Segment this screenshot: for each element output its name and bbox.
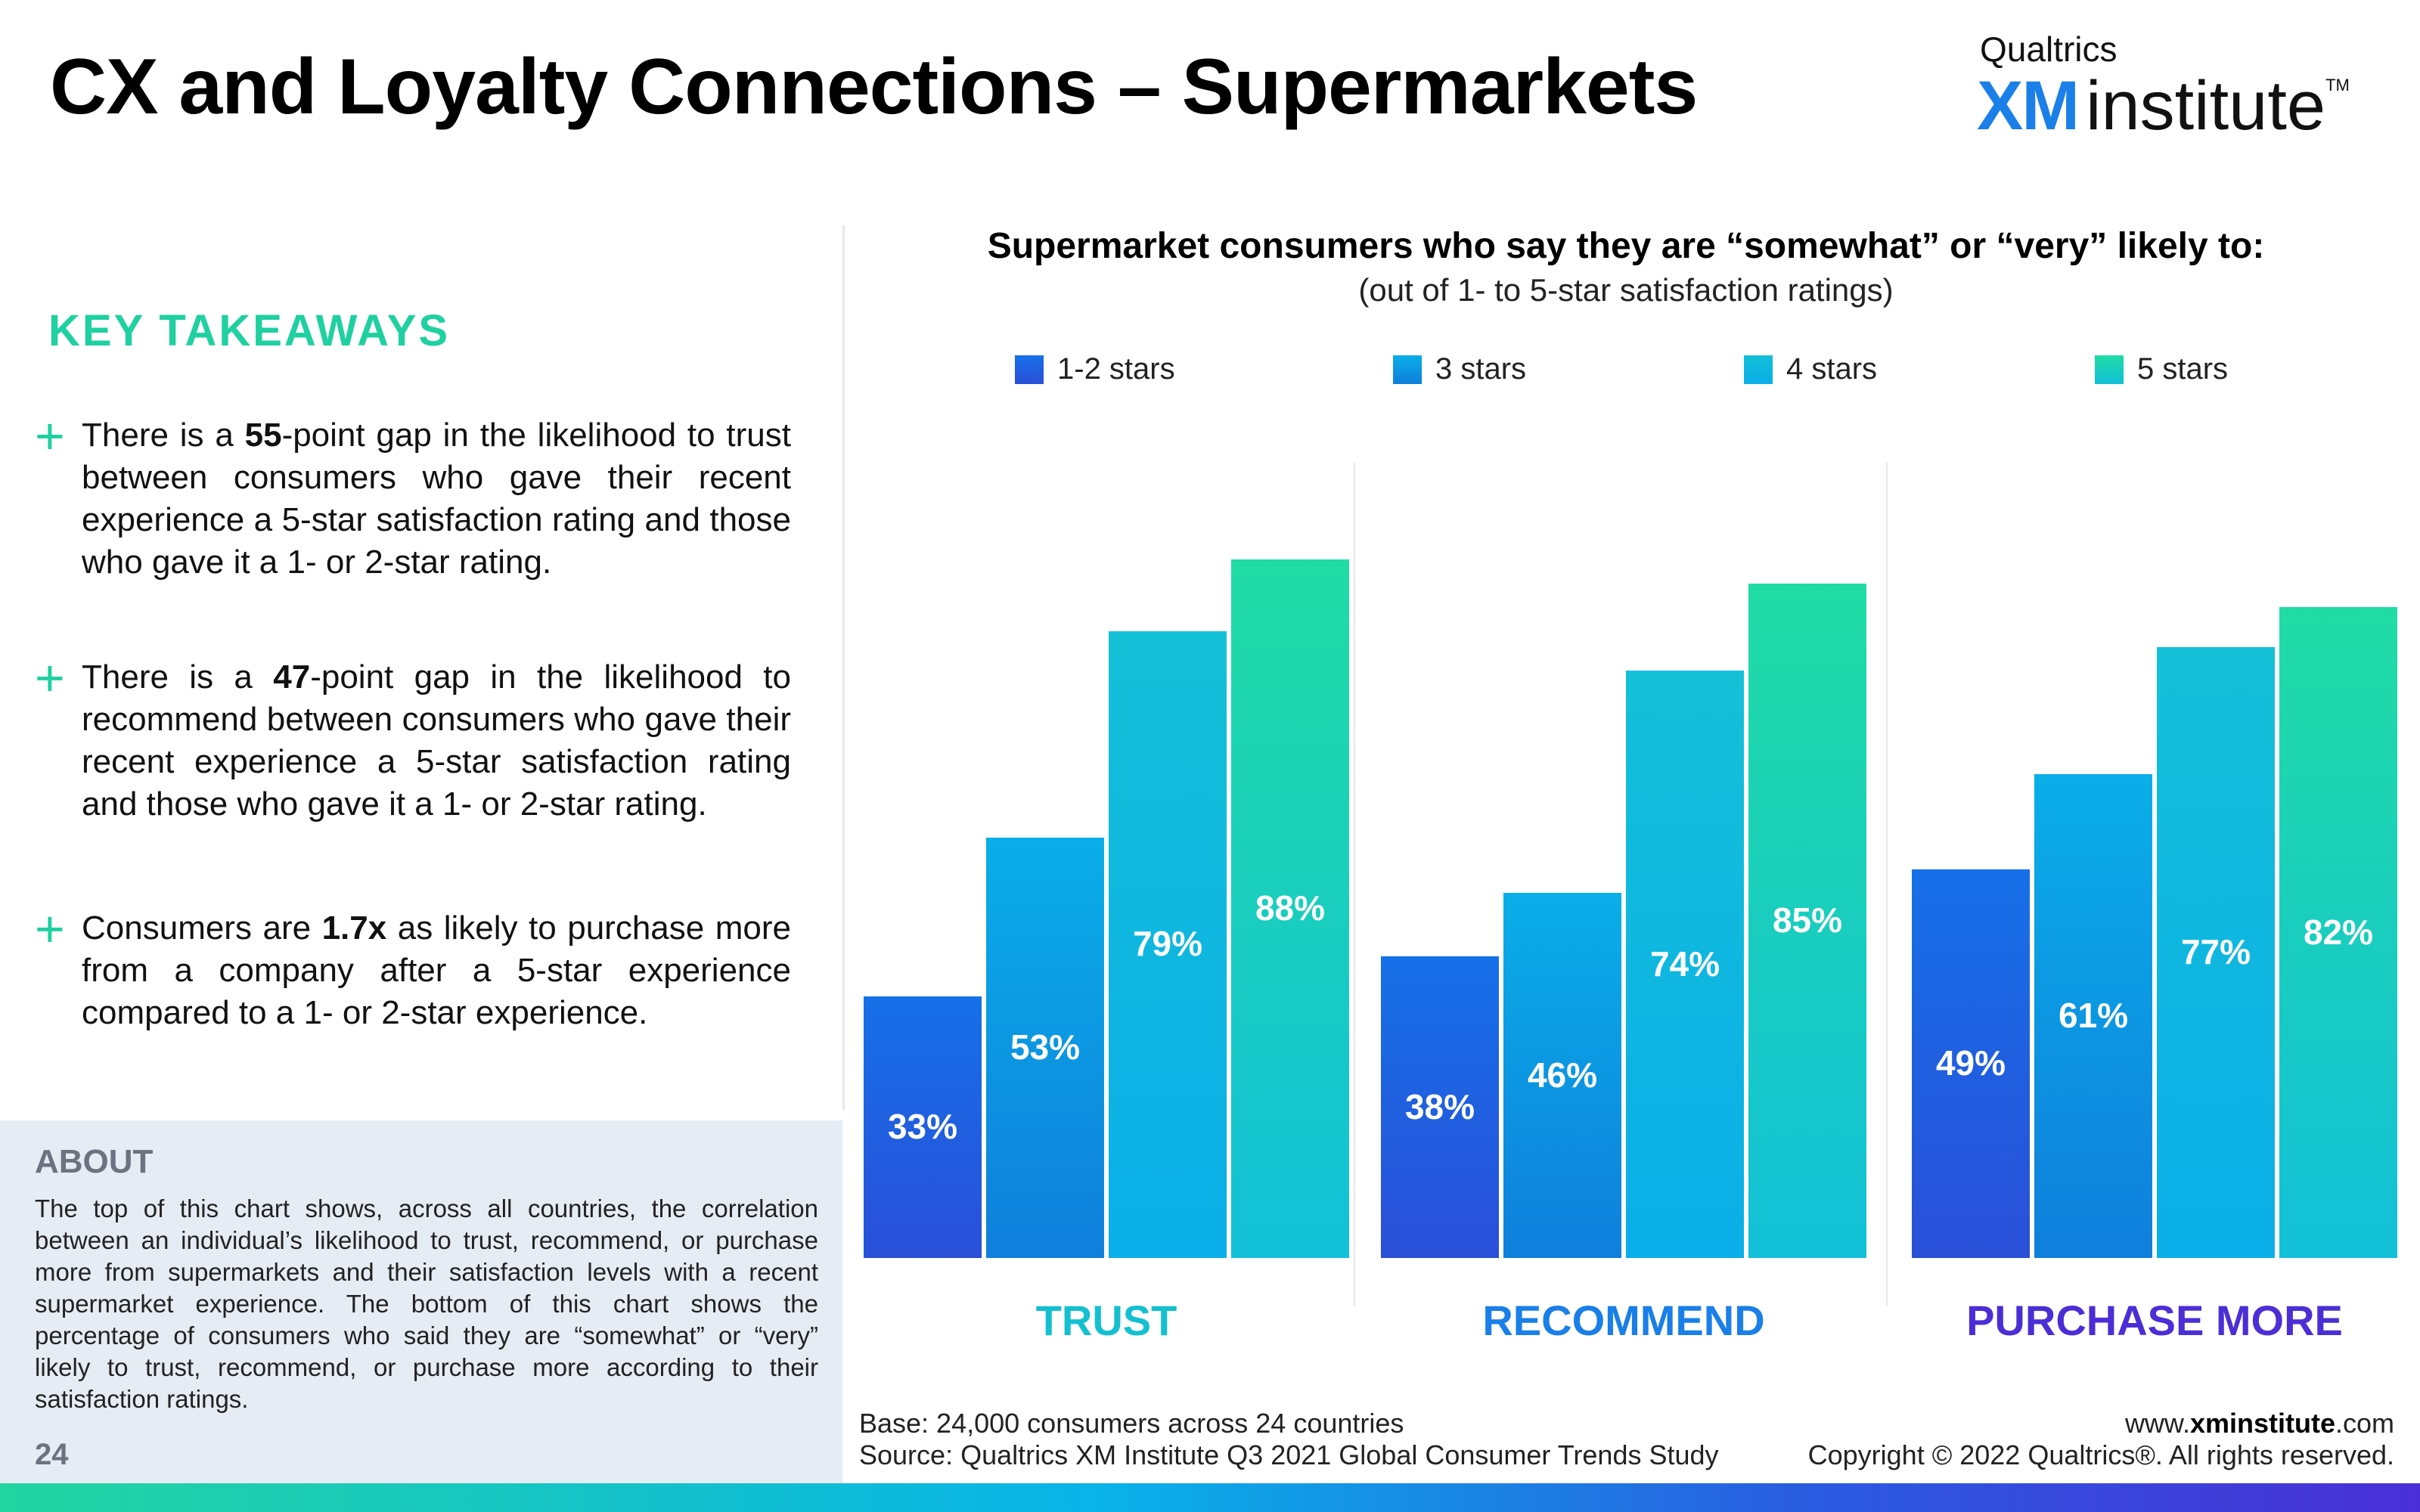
group-divider bbox=[1354, 463, 1355, 1306]
bar-value-label: 85% bbox=[1772, 900, 1843, 940]
bar-value-label: 38% bbox=[1404, 1086, 1475, 1126]
category-label: RECOMMEND bbox=[1482, 1297, 1765, 1344]
footer-copyright: www.xminstitute.com Copyright © 2022 Qua… bbox=[1808, 1408, 2394, 1471]
bar-value-label: 49% bbox=[1935, 1043, 2006, 1083]
footer-url[interactable]: www.xminstitute.com bbox=[2124, 1408, 2394, 1439]
bar-value-label: 46% bbox=[1527, 1055, 1598, 1095]
legend-swatch bbox=[1015, 355, 1044, 384]
chart-subtitle: (out of 1- to 5-star satisfaction rating… bbox=[1358, 272, 1894, 308]
copyright-text: Copyright © 2022 Qualtrics®. All rights … bbox=[1807, 1439, 2394, 1470]
legend-swatch bbox=[1393, 355, 1422, 384]
bar bbox=[1109, 631, 1227, 1258]
footer-source: Base: 24,000 consumers across 24 countri… bbox=[859, 1408, 1719, 1471]
legend-swatch bbox=[1744, 355, 1773, 384]
bar bbox=[1626, 671, 1744, 1258]
key-takeaways-heading: KEY TAKEAWAYS bbox=[48, 306, 451, 355]
takeaway-item: + There is a 47-point gap in the likelih… bbox=[35, 649, 791, 826]
logo-trademark: TM bbox=[2325, 76, 2350, 94]
about-heading: ABOUT bbox=[35, 1143, 154, 1180]
takeaway-text: There is a 47-point gap in the likelihoo… bbox=[82, 658, 791, 823]
bar bbox=[1231, 559, 1349, 1258]
footer-base-text: Base: 24,000 consumers across 24 countri… bbox=[859, 1408, 1404, 1439]
bar bbox=[1503, 893, 1621, 1258]
legend-label: 5 stars bbox=[2137, 352, 2229, 386]
logo-qualtrics-text: Qualtrics bbox=[1980, 29, 2118, 69]
logo-institute-text: institute bbox=[2086, 67, 2326, 144]
legend-item: 3 stars bbox=[1393, 352, 1526, 386]
bar bbox=[864, 996, 982, 1258]
bar-value-label: 82% bbox=[2303, 912, 2374, 952]
bar bbox=[986, 837, 1104, 1258]
bar bbox=[1381, 956, 1499, 1258]
page-title: CX and Loyalty Connections – Supermarket… bbox=[50, 43, 1698, 131]
legend-label: 3 stars bbox=[1435, 352, 1527, 386]
category-label: PURCHASE MORE bbox=[1966, 1297, 2343, 1344]
bar bbox=[2279, 607, 2397, 1258]
legend-swatch bbox=[2095, 355, 2124, 384]
plus-icon: + bbox=[35, 649, 65, 707]
bar-value-label: 74% bbox=[1649, 943, 1720, 984]
takeaway-item: + Consumers are 1.7x as likely to purcha… bbox=[35, 900, 791, 1034]
bar bbox=[2157, 646, 2275, 1258]
bar bbox=[1748, 583, 1866, 1258]
category-label: TRUST bbox=[1035, 1297, 1177, 1344]
page-number: 24 bbox=[35, 1438, 69, 1471]
bar-value-label: 77% bbox=[2180, 931, 2251, 971]
panel-divider bbox=[842, 225, 845, 1110]
legend-item: 1-2 stars bbox=[1015, 352, 1175, 386]
about-panel: ABOUT The top of this chart shows, acros… bbox=[0, 1120, 842, 1483]
plus-icon: + bbox=[35, 407, 65, 465]
bottom-gradient-bar bbox=[0, 1483, 2420, 1512]
bar-value-label: 61% bbox=[2058, 995, 2129, 1035]
logo-xm-text: XM bbox=[1977, 67, 2080, 144]
qualtrics-xm-institute-logo: Qualtrics XM instituteTM bbox=[1977, 29, 2350, 141]
footer-source-text: Source: Qualtrics XM Institute Q3 2021 G… bbox=[859, 1439, 1719, 1470]
plus-icon: + bbox=[35, 900, 65, 958]
group-divider bbox=[1886, 463, 1888, 1306]
bar bbox=[1912, 869, 2030, 1258]
bar-value-label: 79% bbox=[1132, 924, 1203, 964]
chart-title: Supermarket consumers who say they are “… bbox=[987, 226, 2265, 266]
legend-item: 5 stars bbox=[2095, 352, 2228, 386]
takeaway-text: There is a 55-point gap in the likelihoo… bbox=[82, 417, 791, 581]
legend-label: 4 stars bbox=[1786, 352, 1878, 386]
takeaway-item: + There is a 55-point gap in the likelih… bbox=[35, 407, 791, 584]
legend-item: 4 stars bbox=[1744, 352, 1877, 386]
bar bbox=[2034, 773, 2152, 1258]
bar-value-label: 88% bbox=[1255, 888, 1326, 928]
bar-value-label: 33% bbox=[887, 1106, 958, 1146]
bar-value-label: 53% bbox=[1010, 1027, 1081, 1067]
takeaway-text: Consumers are 1.7x as likely to purchase… bbox=[82, 909, 791, 1031]
about-text: The top of this chart shows, across all … bbox=[35, 1194, 818, 1413]
legend-label: 1-2 stars bbox=[1057, 352, 1175, 386]
